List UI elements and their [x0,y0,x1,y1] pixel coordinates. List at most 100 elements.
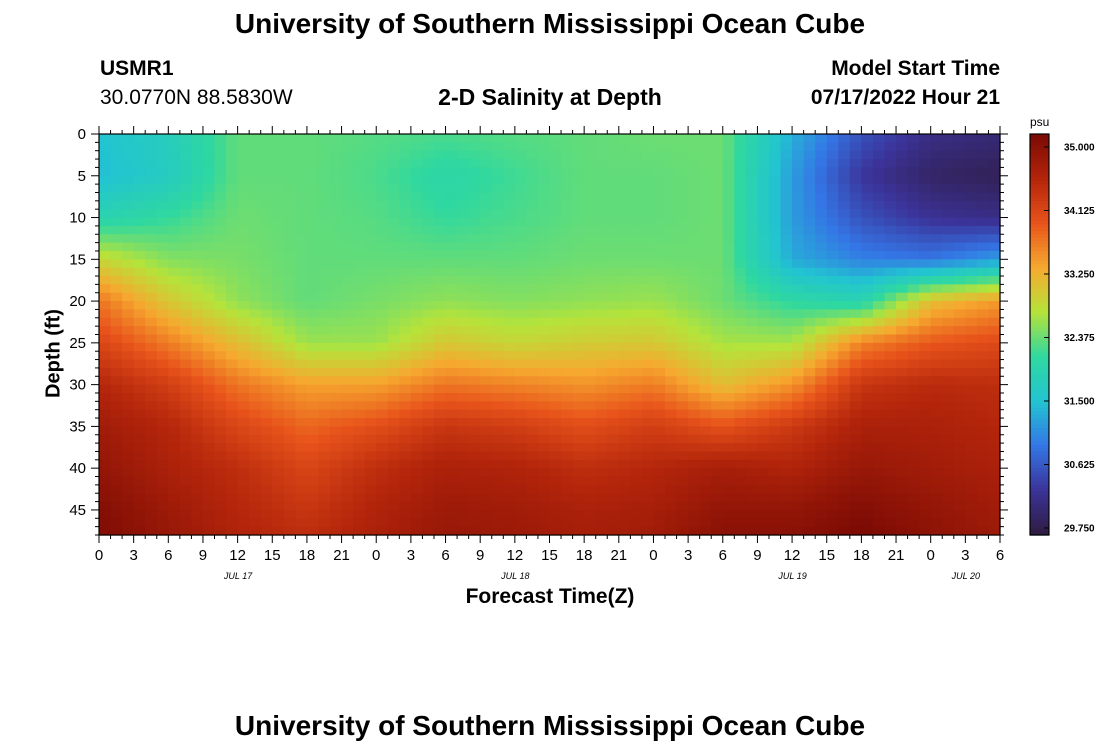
heatmap-cell [653,376,666,386]
colorbar-segment [1030,157,1049,162]
heatmap-cell [179,326,193,336]
heatmap-cell [491,342,504,352]
heatmap-cell [295,334,308,344]
heatmap-cell [688,234,701,244]
heatmap-cell [930,359,943,369]
heatmap-cell [237,284,250,294]
heatmap-cell [884,200,897,210]
heatmap-cell [514,175,527,185]
heatmap-cell [815,234,828,244]
heatmap-cell [202,142,216,152]
heatmap-cell [387,376,400,386]
heatmap-cell [688,451,701,461]
heatmap-cell [526,267,539,277]
heatmap-cell [780,376,793,386]
heatmap-cell [653,434,666,444]
heatmap-cell [410,242,424,252]
heatmap-cell [133,526,146,536]
x-tick-label: 3 [129,547,137,564]
heatmap-cell [849,359,862,369]
heatmap-cell [491,434,504,444]
heatmap-cell [491,200,504,210]
heatmap-cell [618,451,631,461]
heatmap-cell [133,351,146,361]
heatmap-cell [826,384,839,394]
heatmap-cell [896,209,909,219]
heatmap-cell [630,276,643,285]
heatmap-cell [872,276,886,285]
heatmap-cell [445,526,458,536]
heatmap-cell [607,159,620,169]
heatmap-cell [145,209,158,219]
heatmap-cell [919,250,932,260]
heatmap-cell [249,501,262,511]
heatmap-cell [618,443,631,453]
heatmap-cell [295,284,308,294]
heatmap-cell [630,392,643,402]
heatmap-cell [422,493,435,503]
heatmap-cell [665,217,678,227]
heatmap-cell [318,518,331,528]
heatmap-cell [919,459,932,469]
heatmap-cell [110,451,123,461]
heatmap-cell [907,392,920,402]
heatmap-cell [179,518,193,528]
heatmap-cell [526,142,539,152]
heatmap-cell [179,276,193,285]
heatmap-cell [815,326,828,336]
heatmap-cell [699,276,712,285]
y-tick-label: 10 [69,210,86,227]
heatmap-cell [803,250,816,260]
heatmap-cell [792,142,805,152]
heatmap-cell [861,418,874,427]
heatmap-cell [179,367,193,377]
heatmap-cell [202,476,216,486]
heatmap-cell [618,509,631,519]
heatmap-cell [237,518,250,528]
heatmap-cell [168,476,181,486]
heatmap-cell [780,367,793,377]
heatmap-cell [803,225,816,235]
heatmap-cell [110,159,123,169]
heatmap-cell [537,175,551,185]
heatmap-cell [572,401,585,411]
heatmap-cell [688,493,701,503]
heatmap-cell [491,509,504,519]
heatmap-cell [792,267,805,277]
heatmap-cell [907,217,920,227]
heatmap-cell [965,384,978,394]
heatmap-cell [353,384,366,394]
heatmap-cell [826,334,839,344]
heatmap-cell [653,159,666,169]
heatmap-cell [780,401,793,411]
heatmap-cell [930,134,943,143]
heatmap-cell [422,134,435,143]
heatmap-cell [942,493,955,503]
heatmap-cell [214,401,227,411]
heatmap-cell [861,301,874,311]
heatmap-cell [849,192,862,202]
heatmap-cell [976,468,990,478]
heatmap-cell [595,142,608,152]
heatmap-cell [930,401,943,411]
heatmap-cell [445,167,458,177]
heatmap-cell [410,292,424,302]
heatmap-cell [942,167,955,177]
heatmap-cell [768,309,782,319]
heatmap-cell [457,159,470,169]
heatmap-cell [826,150,839,160]
heatmap-cell [607,509,620,519]
heatmap-cell [526,468,539,478]
heatmap-cell [803,509,816,519]
heatmap-cell [965,367,978,377]
heatmap-cell [665,468,678,478]
heatmap-cell [815,376,828,386]
heatmap-cell [965,200,978,210]
heatmap-cell [433,476,447,486]
heatmap-cell [953,175,966,185]
heatmap-cell [503,167,516,177]
heatmap-cell [826,518,839,528]
heatmap-cell [318,409,331,419]
heatmap-cell [942,242,955,252]
heatmap-cell [665,351,678,361]
